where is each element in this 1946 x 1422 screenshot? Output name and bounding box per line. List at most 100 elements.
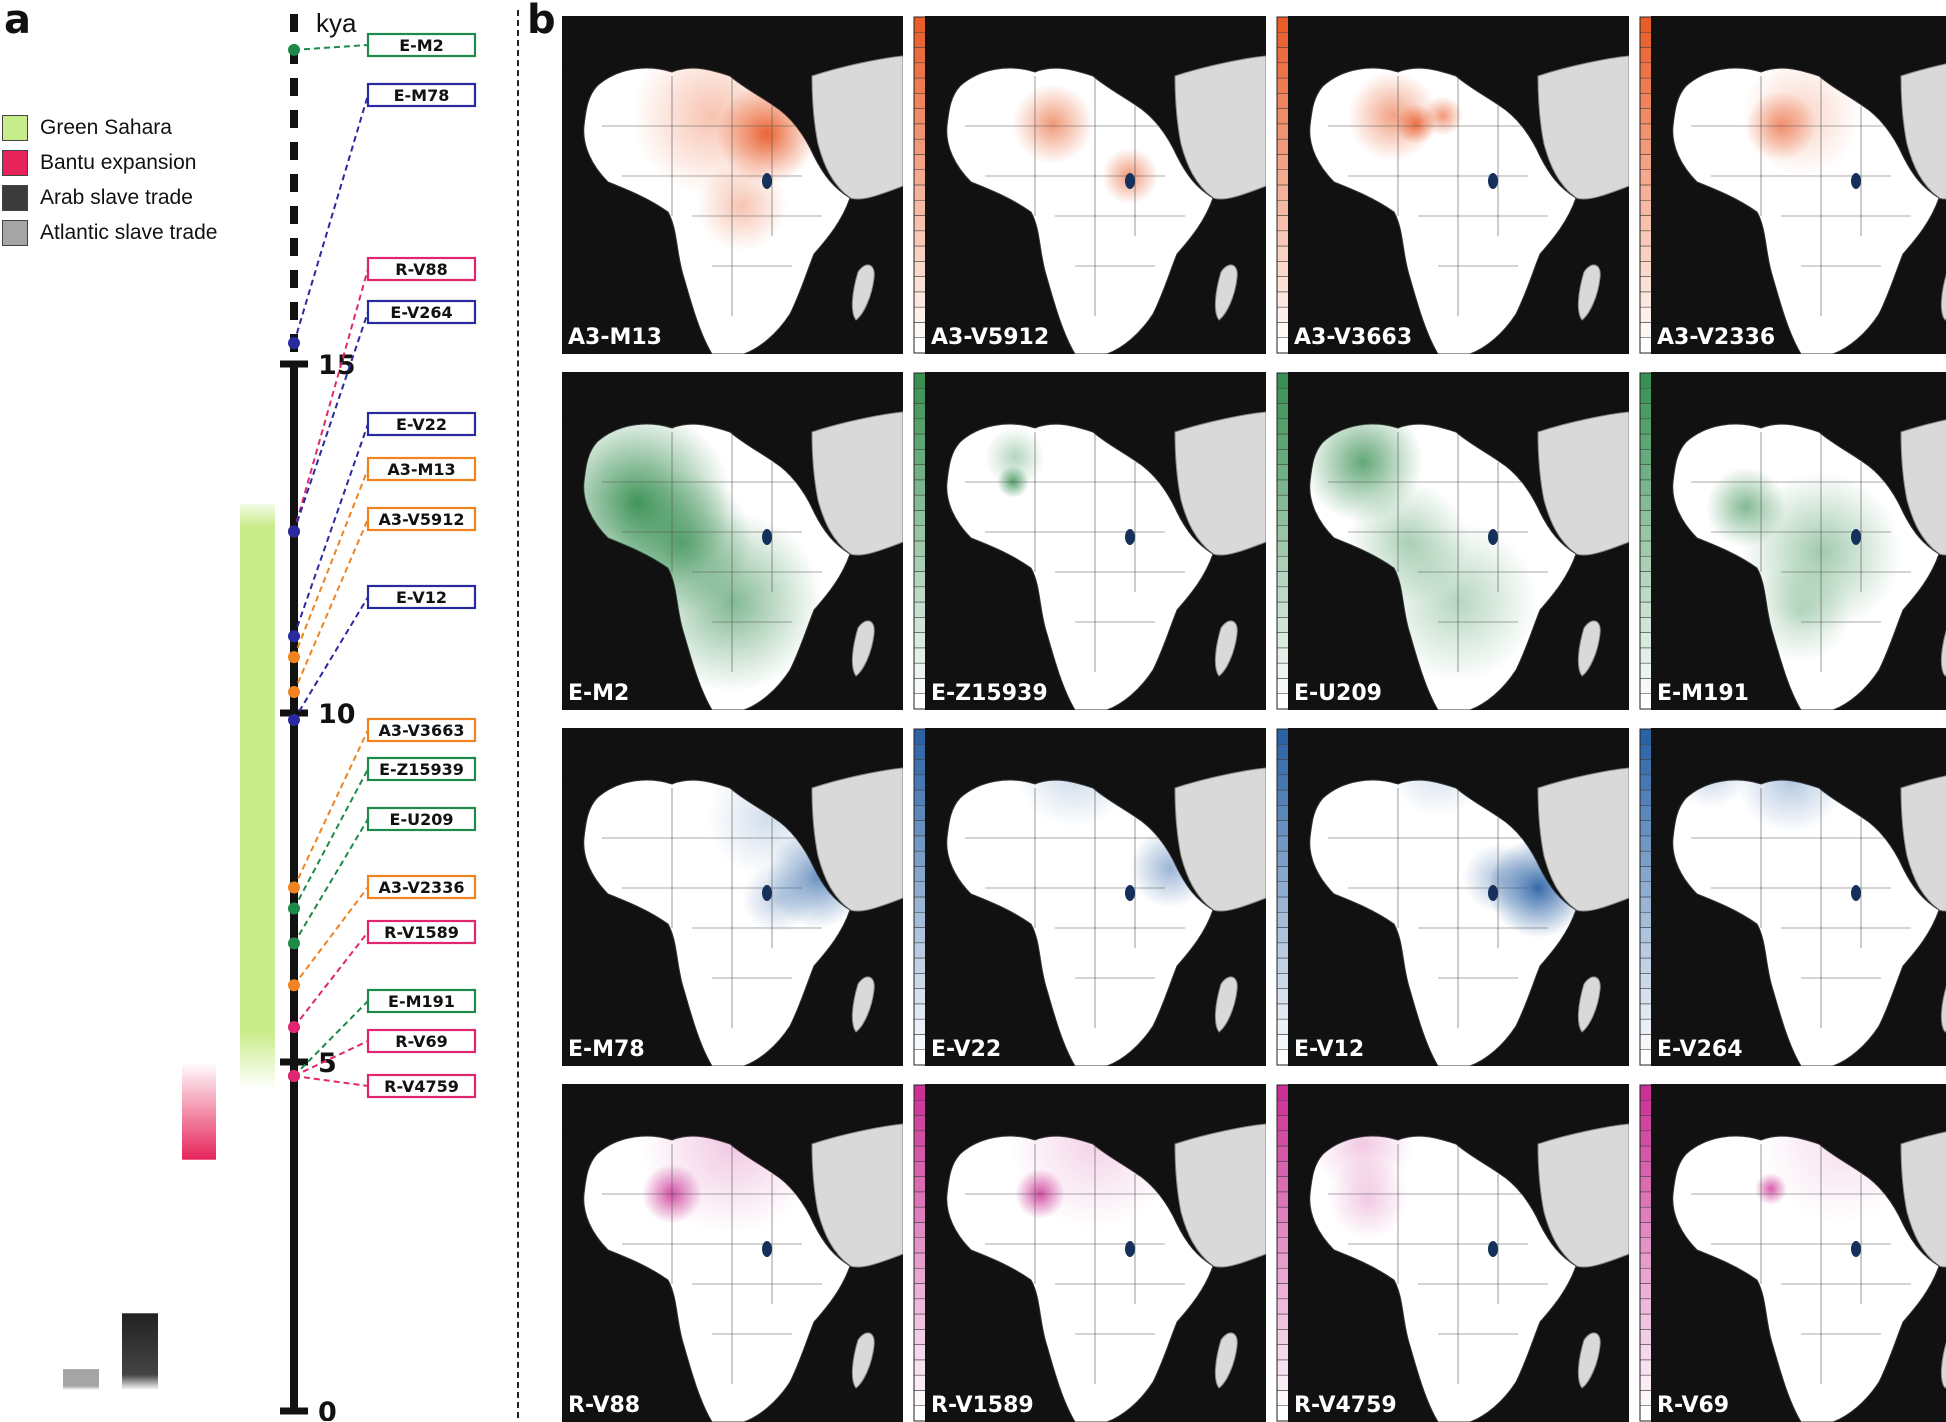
frequency-map: E-Z15939565248444036322824201612840 — [925, 372, 1314, 710]
lake-victoria — [762, 885, 772, 901]
frequency-map: R-V889080706050403020100 — [562, 1084, 951, 1422]
map-label: E-M78 — [568, 1037, 645, 1062]
map-label: R-V1589 — [931, 1393, 1034, 1418]
timeline: kya151050E-M2E-M78R-V88E-V264E-V22A3-M13… — [63, 8, 477, 1421]
legend-swatch — [2, 114, 28, 141]
map-image — [1288, 728, 1629, 1066]
frequency-hotspot — [742, 863, 812, 933]
lake-victoria — [1125, 1241, 1135, 1257]
marker-dot — [288, 630, 300, 643]
marker-connector — [293, 518, 369, 693]
marker-box — [366, 1073, 477, 1099]
frequency-map: A3-M134036322824201612840 — [562, 16, 951, 354]
frequency-hotspot — [1751, 562, 1851, 662]
frequency-map: R-V15899080706050403020100 — [925, 1084, 1314, 1422]
marker-label: E-V12 — [396, 588, 447, 607]
frequency-hotspot — [697, 161, 787, 251]
marker-connector — [293, 1040, 369, 1077]
map-image — [1651, 728, 1946, 1066]
marker-dot — [288, 713, 300, 726]
lake-victoria — [762, 529, 772, 545]
marker-box — [366, 1028, 477, 1054]
legend-item: Bantu expansion — [2, 145, 217, 180]
map-image — [562, 372, 903, 710]
frequency-map: R-V475914121086420 — [1288, 1084, 1677, 1422]
madagascar — [1940, 985, 1946, 1033]
madagascar — [1577, 976, 1601, 1033]
frequency-hotspot — [1741, 68, 1861, 176]
marker-label: E-M2 — [399, 36, 444, 55]
map-label: A3-V5912 — [931, 325, 1050, 350]
marker-label: E-V264 — [390, 303, 452, 322]
timeline-tick-label: 10 — [318, 699, 356, 730]
legend-label: Arab slave trade — [40, 185, 193, 209]
legend-item: Arab slave trade — [2, 180, 217, 215]
event-bar — [182, 1062, 216, 1160]
frequency-map: E-M191706050403020100 — [1651, 372, 1946, 710]
map-image — [925, 728, 1266, 1066]
marker-dot — [288, 902, 300, 915]
marker-label: A3-M13 — [387, 460, 455, 479]
marker-connector — [293, 468, 369, 658]
frequency-map: E-U20965605550454035302520151050 — [1288, 372, 1677, 710]
map-image — [1288, 1084, 1629, 1422]
marker-label: A3-V3663 — [379, 721, 465, 740]
marker-dot — [288, 686, 300, 699]
marker-connector — [293, 1000, 369, 1077]
marker-box — [366, 584, 477, 610]
marker-label: R-V4759 — [384, 1077, 459, 1096]
marker-dot — [288, 337, 300, 350]
legend: Green Sahara Bantu expansion Arab slave tr… — [2, 110, 217, 250]
madagascar — [1577, 1332, 1601, 1389]
frequency-hotspot — [1015, 780, 1135, 828]
madagascar — [1214, 1332, 1238, 1389]
frequency-map: E-V12706050403020100 — [1288, 728, 1677, 1066]
lake-victoria — [1488, 529, 1498, 545]
lake-victoria — [1488, 885, 1498, 901]
frequency-hotspot — [1328, 1159, 1408, 1239]
legend-label: Green Sahara — [40, 115, 172, 139]
marker-connector — [293, 94, 369, 344]
marker-dot — [288, 937, 300, 950]
map-label: E-V264 — [1657, 1037, 1743, 1062]
frequency-hotspot — [1423, 96, 1463, 136]
lake-victoria — [1125, 885, 1135, 901]
timeline-tick-label: 5 — [318, 1048, 337, 1079]
marker-label: A3-V2336 — [379, 878, 465, 897]
marker-dot — [288, 979, 300, 992]
frequency-map: A3-V23362724211815129630 — [1651, 16, 1946, 354]
map-image — [1651, 372, 1946, 710]
africa-landmass — [946, 67, 1214, 354]
lake-victoria — [762, 173, 772, 189]
marker-dot — [288, 43, 300, 56]
map-image — [1651, 16, 1946, 354]
map-label: E-U209 — [1294, 681, 1382, 706]
legend-swatch — [2, 149, 28, 176]
madagascar — [851, 976, 875, 1033]
marker-label: E-Z15939 — [379, 760, 464, 779]
legend-item: Atlantic slave trade — [2, 215, 217, 250]
madagascar — [1577, 620, 1601, 677]
marker-box — [366, 82, 477, 108]
marker-dot — [288, 651, 300, 664]
frequency-map: E-V264322824201612840 — [1651, 728, 1946, 1066]
map-image — [562, 728, 903, 1066]
map-image — [1288, 16, 1629, 354]
map-image — [562, 16, 903, 354]
timeline-tick-label: 0 — [318, 1397, 337, 1421]
marker-connector — [293, 423, 369, 637]
frequency-map: A3-V59122824201612840 — [925, 16, 1314, 354]
marker-label: R-V69 — [395, 1032, 447, 1051]
madagascar — [1214, 976, 1238, 1033]
event-bar — [240, 503, 275, 1090]
map-image — [1651, 1084, 1946, 1422]
marker-connector — [293, 596, 369, 721]
lake-victoria — [1125, 173, 1135, 189]
marker-label: E-U209 — [390, 810, 454, 829]
marker-box — [366, 806, 477, 832]
marker-connector — [293, 818, 369, 944]
marker-box — [366, 506, 477, 532]
map-label: A3-M13 — [568, 325, 662, 350]
marker-label: A3-V5912 — [379, 510, 465, 529]
marker-dot — [288, 881, 300, 894]
